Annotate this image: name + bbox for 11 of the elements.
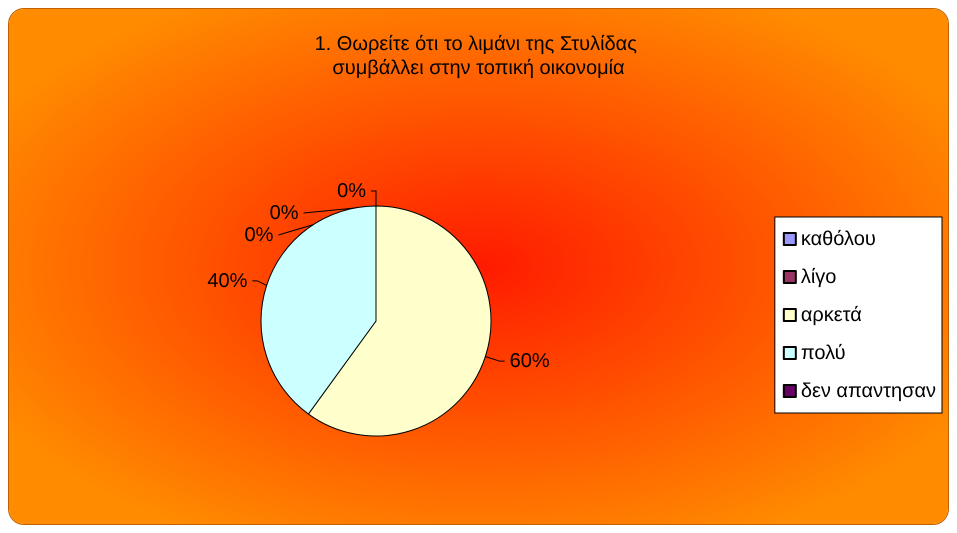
legend-label: λίγο [800,266,836,288]
data-label: 60% [510,350,550,372]
legend-label: πολύ [800,342,846,364]
text: 0% [337,180,366,202]
data-label: 40% [207,270,248,292]
legend-label: καθόλου [800,228,876,250]
legend-label: δεν απαντησαν [800,380,936,402]
legend-label: αρκετά [800,304,862,326]
text: 0% [270,202,299,224]
text: 0% [244,224,274,246]
chart-title: 1. Θωρείτε ότι το λιμάνι της Στυλίδας συμβάλλει στην τοπική οικονομία [314,33,642,79]
